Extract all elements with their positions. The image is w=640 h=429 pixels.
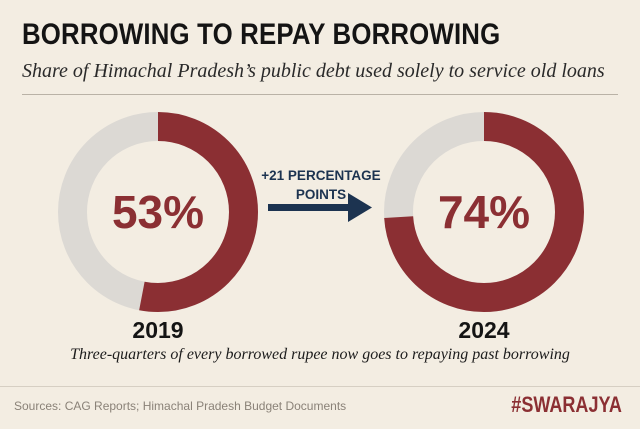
arrow-right-icon bbox=[348, 193, 372, 222]
brand-logo: #SWARAJYA bbox=[511, 392, 622, 417]
donut-slice-2024 bbox=[384, 112, 584, 312]
value-label-2019: 53% bbox=[112, 186, 204, 238]
change-label-line-2: POINTS bbox=[296, 187, 346, 202]
change-label-line-1: +21 PERCENTAGE bbox=[261, 168, 380, 183]
footer-divider bbox=[0, 386, 640, 387]
year-label-2024: 2024 bbox=[458, 317, 509, 343]
value-label-2024: 74% bbox=[438, 186, 530, 238]
header-divider bbox=[22, 94, 618, 95]
donut-slice-2019 bbox=[58, 112, 258, 312]
arrow-shaft bbox=[268, 204, 350, 211]
chart-subtitle: Share of Himachal Pradesh’s public debt … bbox=[22, 60, 605, 82]
chart-title: BORROWING TO REPAY BORROWING bbox=[22, 18, 501, 51]
source-note: Sources: CAG Reports; Himachal Pradesh B… bbox=[14, 399, 347, 413]
year-label-2019: 2019 bbox=[132, 317, 183, 343]
chart-caption: Three-quarters of every borrowed rupee n… bbox=[70, 346, 570, 363]
